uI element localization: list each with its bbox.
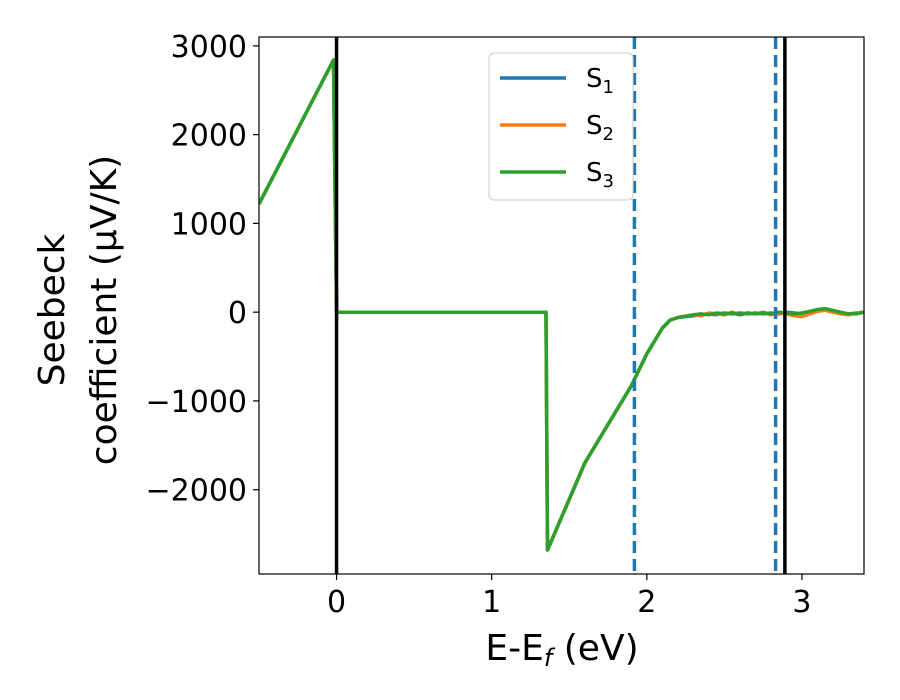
x-tick-label: 0 [327, 585, 346, 620]
x-axis-label-unit: (eV) [552, 628, 638, 669]
series-line-3 [259, 58, 864, 552]
plot-lines [259, 58, 864, 552]
x-tick-label: 1 [482, 585, 501, 620]
x-axis-label: E-Ef (eV) [485, 628, 638, 672]
y-tick-label: −1000 [146, 385, 247, 420]
y-axis-ticks: −2000 −1000 0 1000 2000 3000 [146, 30, 259, 509]
legend-label-2: S2 [586, 111, 614, 145]
x-tick-label: 3 [792, 585, 811, 620]
legend-label-3: S3 [586, 158, 614, 192]
y-tick-label: 1000 [171, 207, 247, 242]
y-axis-label-line1: Seebeck [32, 233, 73, 386]
x-axis-label-main: E-E [485, 628, 543, 669]
plot-frame [258, 36, 865, 575]
vertical-lines [334, 37, 787, 574]
y-tick-label: −2000 [146, 474, 247, 509]
y-tick-label: 2000 [171, 119, 247, 154]
x-axis-ticks: 0 1 2 3 [327, 574, 811, 620]
legend-label-1: S1 [586, 64, 614, 98]
y-tick-label: 0 [228, 296, 247, 331]
y-axis-label: Seebeck coefficient (μV/K) [32, 155, 125, 465]
legend: S1 S2 S3 [488, 52, 634, 201]
y-axis-label-line2: coefficient (μV/K) [84, 155, 125, 465]
y-tick-label: 3000 [171, 30, 247, 65]
x-tick-label: 2 [637, 585, 656, 620]
